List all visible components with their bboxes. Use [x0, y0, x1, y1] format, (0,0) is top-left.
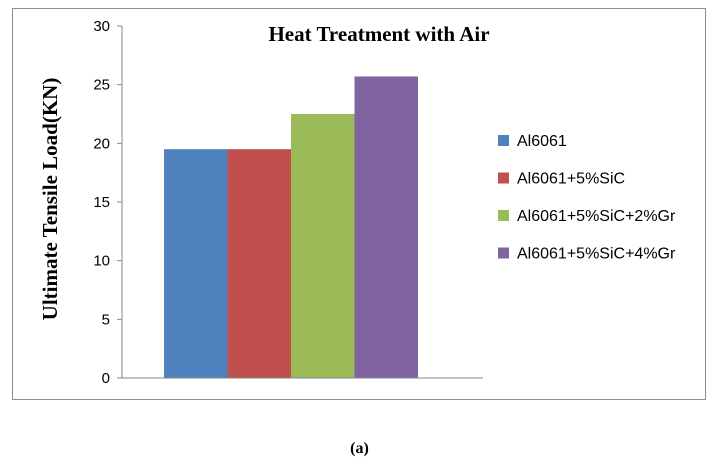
legend-label: Al6061+5%SiC+2%Gr [517, 208, 676, 225]
chart-frame: Heat Treatment with Air Ultimate Tensile… [12, 8, 706, 400]
y-tick-label: 25 [93, 77, 110, 94]
legend-swatch [498, 210, 509, 221]
chart-title: Heat Treatment with Air [268, 22, 489, 46]
bars [164, 76, 418, 378]
legend-label: Al6061 [517, 133, 567, 150]
y-tick-label: 20 [93, 135, 110, 152]
bar [227, 149, 291, 378]
legend-swatch [498, 172, 509, 184]
y-tick-label: 10 [93, 253, 110, 270]
legend-label: Al6061+5%SiC [517, 171, 625, 188]
bar [164, 149, 228, 378]
legend-swatch [498, 135, 509, 146]
y-tick-label: 15 [93, 194, 110, 211]
y-axis-ticks: 0 5 10 15 20 25 30 [93, 18, 122, 387]
bar [354, 76, 418, 378]
legend-swatch [498, 247, 509, 259]
bar [291, 114, 355, 378]
y-axis-title: Ultimate Tensile Load(KN) [38, 78, 62, 321]
y-tick-label: 5 [102, 311, 110, 328]
y-tick-label: 30 [93, 18, 110, 35]
bar-chart: Heat Treatment with Air Ultimate Tensile… [38, 18, 676, 387]
y-tick-label: 0 [102, 370, 110, 387]
legend: Al6061 Al6061+5%SiC Al6061+5%SiC+2%Gr Al606… [498, 133, 676, 263]
legend-label: Al6061+5%SiC+4%Gr [517, 246, 676, 263]
figure-caption: (a) [350, 440, 369, 457]
